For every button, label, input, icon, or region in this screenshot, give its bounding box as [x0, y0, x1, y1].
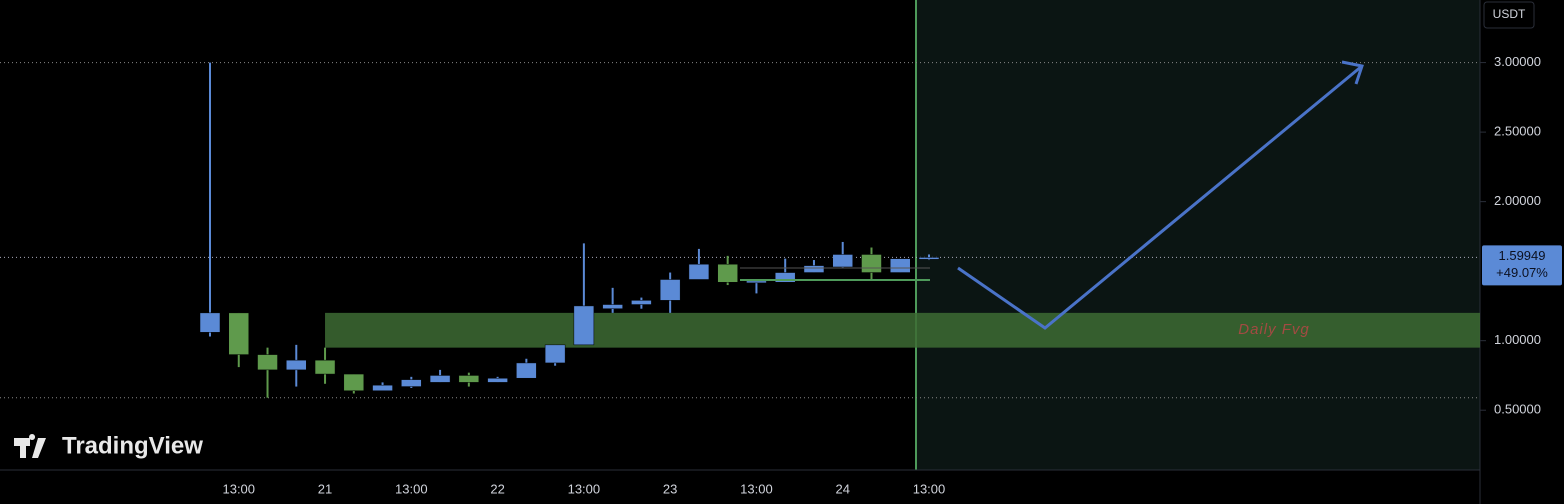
candle-body — [199, 312, 221, 333]
candle-body — [832, 254, 853, 268]
x-tick-label: 13:00 — [222, 481, 255, 496]
y-tick-label: 1.00000 — [1494, 332, 1541, 347]
x-tick-label: 13:00 — [568, 481, 601, 496]
candle-body — [861, 254, 882, 273]
candle-body — [401, 379, 422, 387]
candle-body — [458, 375, 480, 383]
x-tick-label: 22 — [490, 481, 504, 496]
x-tick-label: 13:00 — [913, 481, 946, 496]
candle-body — [717, 263, 738, 283]
candle-body — [602, 304, 623, 309]
x-tick-label: 23 — [663, 481, 677, 496]
candle-body — [803, 265, 825, 273]
logo: TradingView — [14, 432, 203, 459]
candle-body — [257, 354, 278, 371]
candle-body — [889, 258, 911, 273]
candle-body — [343, 373, 365, 391]
y-tick-label: 2.50000 — [1494, 124, 1541, 139]
y-tick-label: 3.00000 — [1494, 54, 1541, 69]
candle-body — [314, 359, 336, 375]
unit-label: USDT — [1493, 7, 1526, 21]
candle-body — [516, 362, 537, 379]
candle-body — [918, 257, 940, 260]
candle-body — [286, 359, 307, 371]
candle-body — [372, 384, 393, 391]
fvg-zone — [325, 312, 1480, 348]
x-tick-label: 13:00 — [740, 481, 773, 496]
candle-body — [429, 375, 451, 383]
candle-body — [746, 280, 767, 284]
x-tick-label: 24 — [835, 481, 849, 496]
candle-body — [228, 312, 250, 355]
change-label: +49.07% — [1496, 265, 1548, 280]
candle-body — [487, 377, 508, 383]
y-tick-label: 0.50000 — [1494, 402, 1541, 417]
unit-box — [1483, 1, 1535, 29]
zone-label: Daily Fvg — [1238, 321, 1310, 338]
x-tick-label: 13:00 — [395, 481, 428, 496]
projection-arrowhead — [1341, 60, 1364, 85]
last-price-label: 1.59949 — [1499, 248, 1546, 263]
y-tick-label: 2.00000 — [1494, 193, 1541, 208]
plot: Daily Fvg — [0, 62, 1480, 399]
candle-body — [659, 279, 681, 301]
future-region — [916, 0, 1480, 470]
projection-path — [957, 64, 1363, 330]
candle-body — [544, 344, 566, 364]
logo-mark — [14, 434, 46, 458]
candle-body — [631, 300, 652, 305]
candle-body — [774, 272, 796, 283]
watermark: TradingView — [62, 432, 203, 459]
x-tick-label: 21 — [318, 481, 332, 496]
last-price-box — [1482, 245, 1562, 286]
candle-body — [688, 263, 710, 280]
candle-body — [573, 305, 595, 346]
